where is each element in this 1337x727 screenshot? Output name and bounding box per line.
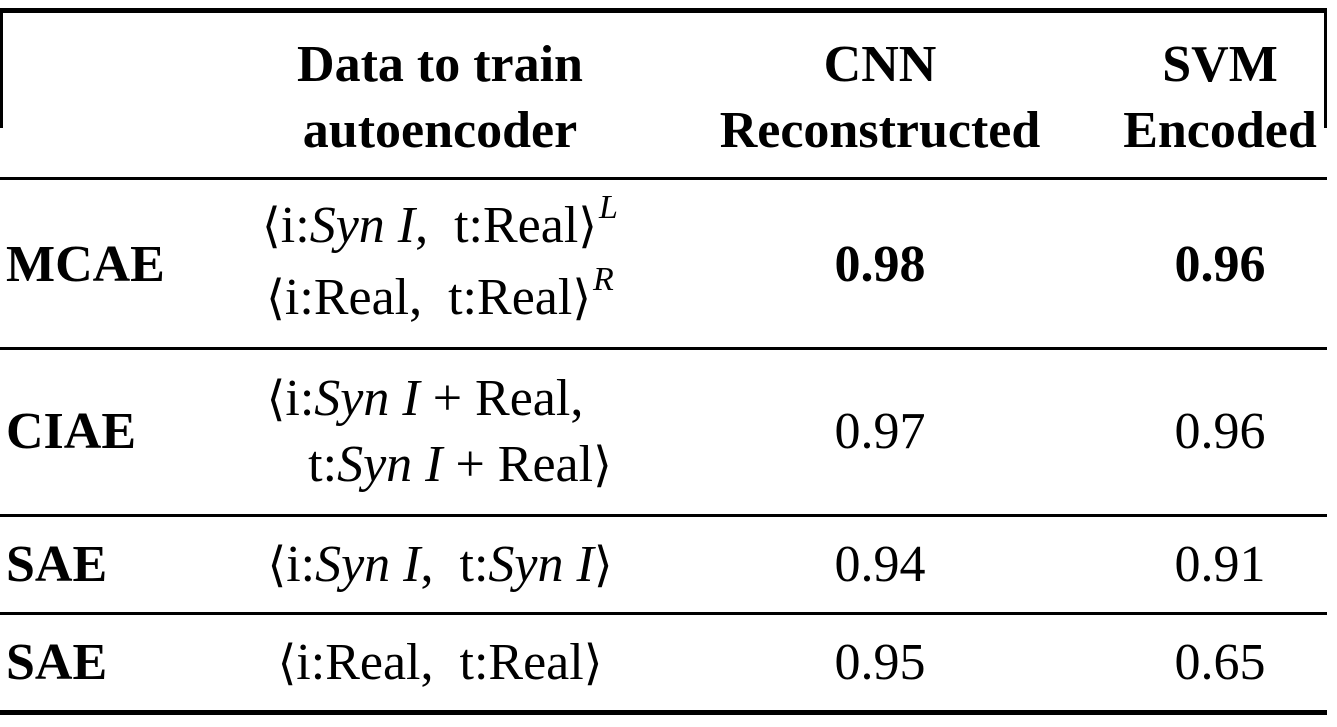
- cnn-value: 0.97: [834, 403, 926, 460]
- header-svm-line1: SVM: [1162, 36, 1278, 93]
- row-sae-syn-svm: 0.91: [1110, 517, 1330, 612]
- header-cnn-line1: CNN: [823, 36, 937, 93]
- row-ciae-svm: 0.96: [1110, 350, 1330, 514]
- table-top-rule: [0, 8, 1327, 13]
- row-sae-syn-model: SAE: [6, 517, 226, 612]
- row-sae-real-cnn: 0.95: [690, 615, 1070, 710]
- row-mcae-data: ⟨i:Syn I, t:Real⟩L ⟨i:Real, t:Real⟩R: [230, 182, 650, 347]
- model-name: SAE: [6, 633, 108, 691]
- table-right-border: [1324, 8, 1327, 128]
- ciae-data-line2: t:Syn I + Real⟩: [308, 436, 612, 493]
- row-separator-2: [0, 514, 1327, 517]
- header-data-column: Data to train autoencoder: [230, 28, 650, 168]
- table-left-border: [0, 8, 3, 128]
- row-ciae-data: ⟨i:Syn I + Real, t:Syn I + Real⟩: [230, 350, 650, 514]
- row-sae-syn-cnn: 0.94: [690, 517, 1070, 612]
- header-cnn-line2: Reconstructed: [719, 102, 1041, 159]
- row-sae-syn-data: ⟨i:Syn I, t:Syn I⟩: [230, 517, 650, 612]
- row-mcae-model: MCAE: [6, 182, 226, 347]
- svm-value: 0.65: [1174, 633, 1266, 691]
- header-cnn-column: CNN Reconstructed: [690, 28, 1070, 168]
- sae-real-data-line: ⟨i:Real, t:Real⟩: [277, 633, 603, 691]
- mcae-data-line2: ⟨i:Real, t:Real⟩R: [266, 260, 614, 326]
- row-ciae-model: CIAE: [6, 350, 226, 514]
- row-ciae-cnn: 0.97: [690, 350, 1070, 514]
- row-separator-3: [0, 612, 1327, 615]
- row-mcae-cnn: 0.98: [690, 182, 1070, 347]
- mcae-data-line1: ⟨i:Syn I, t:Real⟩L: [262, 188, 618, 254]
- header-svm-line2: Encoded: [1123, 102, 1317, 159]
- table-bottom-rule: [0, 710, 1327, 715]
- header-svm-column: SVM Encoded: [1110, 28, 1330, 168]
- cnn-value: 0.95: [834, 633, 926, 691]
- header-data-line2: autoencoder: [302, 102, 578, 159]
- row-mcae-svm: 0.96: [1110, 182, 1330, 347]
- header-bottom-rule: [0, 177, 1327, 180]
- row-sae-real-svm: 0.65: [1110, 615, 1330, 710]
- header-data-line1: Data to train: [297, 36, 583, 93]
- ciae-data-line1: ⟨i:Syn I + Real,: [266, 370, 584, 427]
- svm-value: 0.96: [1174, 403, 1266, 460]
- model-name: SAE: [6, 535, 108, 593]
- model-name: MCAE: [6, 235, 165, 293]
- row-sae-real-data: ⟨i:Real, t:Real⟩: [230, 615, 650, 710]
- svm-value: 0.91: [1174, 535, 1266, 593]
- row-sae-real-model: SAE: [6, 615, 226, 710]
- svm-value: 0.96: [1174, 235, 1266, 293]
- cnn-value: 0.98: [834, 235, 926, 293]
- row-separator-1: [0, 347, 1327, 350]
- sae-syn-data-line: ⟨i:Syn I, t:Syn I⟩: [267, 535, 613, 593]
- cnn-value: 0.94: [834, 535, 926, 593]
- model-name: CIAE: [6, 403, 137, 460]
